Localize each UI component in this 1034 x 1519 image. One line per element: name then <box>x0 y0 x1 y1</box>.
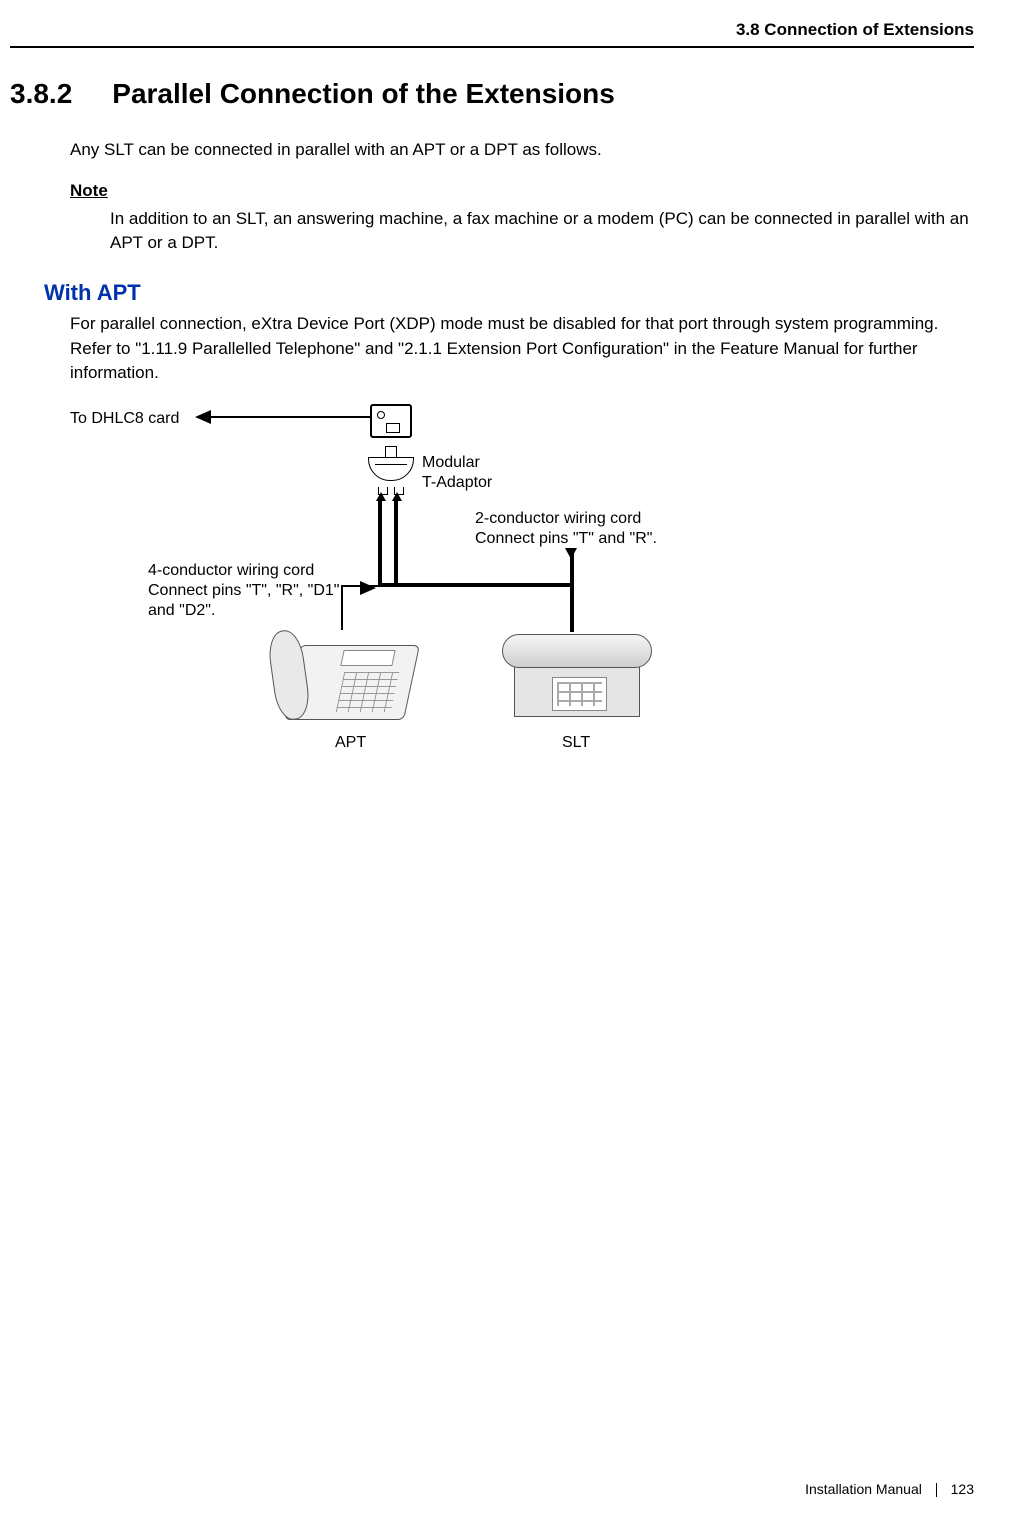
slt-phone-icon <box>502 622 652 722</box>
cord2-label-l1: 2-conductor wiring cord <box>475 508 641 530</box>
line-to-card <box>211 416 370 418</box>
wire-2c-horiz <box>378 583 574 587</box>
wire-4c-vert <box>378 501 382 585</box>
running-header: 3.8 Connection of Extensions <box>10 20 974 46</box>
t-adaptor-label-l2: T-Adaptor <box>422 472 492 494</box>
apt-label: APT <box>335 732 366 754</box>
wire-2c-vert1 <box>394 501 398 585</box>
wire-2c-vert2 <box>570 552 574 632</box>
page-footer: Installation Manual 123 <box>805 1481 974 1497</box>
footer-page-number: 123 <box>951 1481 974 1497</box>
cord4-label-l1: 4-conductor wiring cord <box>148 560 314 582</box>
header-rule <box>10 46 974 48</box>
t-adaptor-label-l1: Modular <box>422 452 480 474</box>
t-adaptor-icon <box>368 457 414 487</box>
section-number: 3.8.2 <box>10 78 72 110</box>
with-apt-body: For parallel connection, eXtra Device Po… <box>70 312 974 386</box>
wiring-diagram: To DHLC8 card Modular T-Adaptor <box>70 400 770 800</box>
to-card-label: To DHLC8 card <box>70 408 179 430</box>
cord4-label-l3: and "D2". <box>148 600 215 622</box>
footer-manual: Installation Manual <box>805 1481 922 1497</box>
apt-phone-icon <box>272 620 422 725</box>
cord4-label-l2: Connect pins "T", "R", "D1", <box>148 580 344 602</box>
page: 3.8 Connection of Extensions 3.8.2 Parall… <box>0 0 1034 1519</box>
note-body: In addition to an SLT, an answering mach… <box>110 207 974 256</box>
intro-text: Any SLT can be connected in parallel wit… <box>70 138 974 163</box>
arrow-up-icon <box>392 492 402 501</box>
with-apt-heading: With APT <box>44 280 974 306</box>
note-label: Note <box>70 181 974 201</box>
arrow-up-icon <box>376 492 386 501</box>
cord2-label-l2: Connect pins "T" and "R". <box>475 528 657 550</box>
arrow-down-icon <box>565 548 577 559</box>
section-heading: 3.8.2 Parallel Connection of the Extensio… <box>10 78 974 110</box>
arrow-left-icon <box>195 410 211 424</box>
section-title: Parallel Connection of the Extensions <box>112 78 615 109</box>
footer-separator <box>936 1483 937 1497</box>
wall-jack-icon <box>370 404 412 438</box>
arrow-right-icon <box>360 581 376 595</box>
slt-label: SLT <box>562 732 590 754</box>
